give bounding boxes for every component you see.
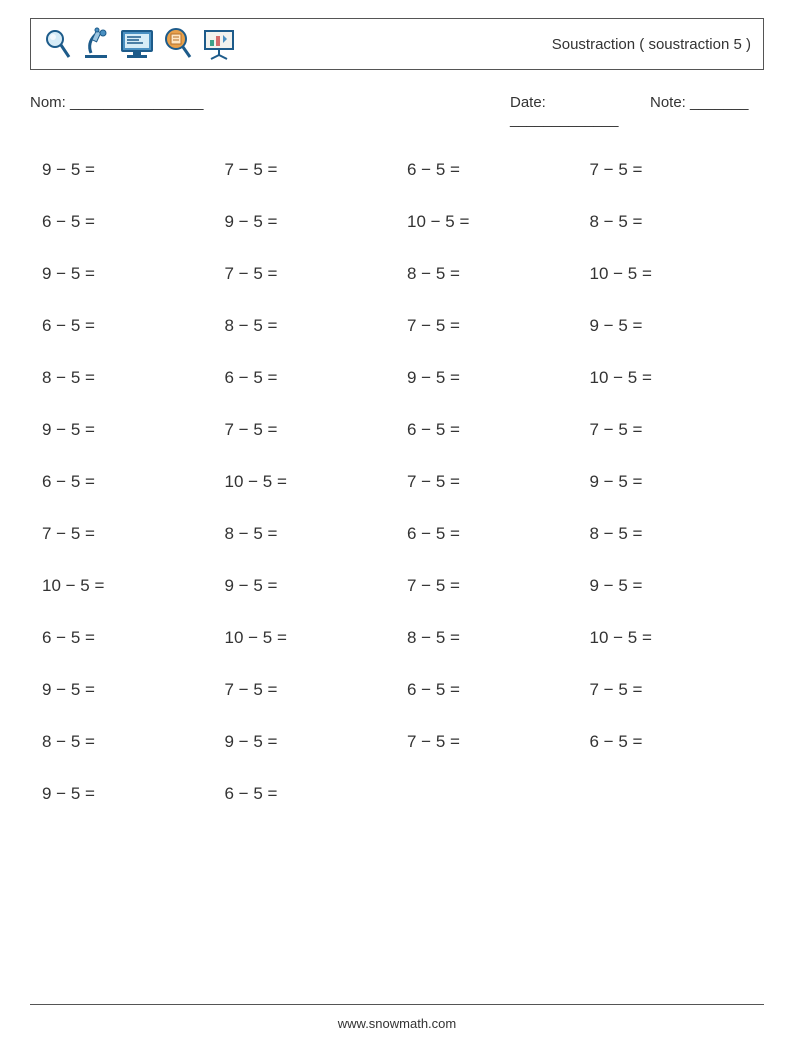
info-row: Nom: ________________ Date: ____________…	[30, 94, 764, 128]
date-field-label: Date: _____________	[510, 94, 650, 128]
problem-cell: 6 − 5 =	[590, 732, 765, 752]
problem-cell: 8 − 5 =	[407, 628, 582, 648]
worksheet-page: Soustraction ( soustraction 5 ) Nom: ___…	[0, 0, 794, 1053]
note-field-label: Note: _______	[650, 94, 764, 128]
problem-cell: 9 − 5 =	[42, 680, 217, 700]
problem-cell: 10 − 5 =	[590, 368, 765, 388]
worksheet-title: Soustraction ( soustraction 5 )	[552, 36, 751, 53]
problem-cell: 9 − 5 =	[590, 316, 765, 336]
problems-grid: 9 − 5 = 7 − 5 = 6 − 5 = 7 − 5 = 6 − 5 = 9 − 5…	[30, 160, 764, 804]
problem-cell: 8 − 5 =	[225, 524, 400, 544]
problem-cell: 9 − 5 =	[42, 264, 217, 284]
icon-row	[43, 27, 237, 61]
problem-cell: 7 − 5 =	[225, 420, 400, 440]
problem-cell: 8 − 5 =	[225, 316, 400, 336]
problem-cell: 7 − 5 =	[225, 680, 400, 700]
problem-cell: 9 − 5 =	[407, 368, 582, 388]
problem-cell: 9 − 5 =	[590, 576, 765, 596]
search-document-icon	[163, 27, 193, 61]
problem-cell: 7 − 5 =	[407, 316, 582, 336]
problem-cell: 7 − 5 =	[590, 680, 765, 700]
problem-cell: 7 − 5 =	[407, 472, 582, 492]
problem-cell: 9 − 5 =	[590, 472, 765, 492]
problem-cell: 6 − 5 =	[225, 784, 400, 804]
problem-cell: 9 − 5 =	[42, 784, 217, 804]
problem-cell: 7 − 5 =	[42, 524, 217, 544]
problem-cell: 8 − 5 =	[407, 264, 582, 284]
footer-divider	[30, 1004, 764, 1005]
problem-cell: 6 − 5 =	[407, 680, 582, 700]
problem-cell: 8 − 5 =	[42, 732, 217, 752]
problem-cell: 10 − 5 =	[225, 628, 400, 648]
header-box: Soustraction ( soustraction 5 )	[30, 18, 764, 70]
problem-cell: 10 − 5 =	[590, 628, 765, 648]
problem-cell: 9 − 5 =	[225, 732, 400, 752]
problem-cell: 10 − 5 =	[42, 576, 217, 596]
problem-cell: 6 − 5 =	[225, 368, 400, 388]
name-field-label: Nom: ________________	[30, 94, 510, 128]
problem-cell: 10 − 5 =	[407, 212, 582, 232]
microscope-icon	[81, 27, 111, 61]
problem-cell: 8 − 5 =	[590, 524, 765, 544]
problem-cell: 9 − 5 =	[225, 576, 400, 596]
problem-cell: 6 − 5 =	[42, 472, 217, 492]
problem-cell: 9 − 5 =	[42, 420, 217, 440]
magnifier-icon	[43, 27, 73, 61]
presentation-icon	[201, 27, 237, 61]
problem-cell: 7 − 5 =	[407, 732, 582, 752]
problem-cell: 10 − 5 =	[225, 472, 400, 492]
problem-cell: 6 − 5 =	[42, 212, 217, 232]
problem-cell: 6 − 5 =	[407, 524, 582, 544]
problem-cell: 7 − 5 =	[407, 576, 582, 596]
problem-cell: 9 − 5 =	[225, 212, 400, 232]
computer-icon	[119, 27, 155, 61]
problem-cell: 8 − 5 =	[42, 368, 217, 388]
problem-cell: 6 − 5 =	[407, 160, 582, 180]
problem-cell: 7 − 5 =	[225, 264, 400, 284]
problem-cell: 8 − 5 =	[590, 212, 765, 232]
problem-cell: 9 − 5 =	[42, 160, 217, 180]
problem-cell: 6 − 5 =	[42, 316, 217, 336]
problem-cell: 7 − 5 =	[225, 160, 400, 180]
footer-url: www.snowmath.com	[0, 1016, 794, 1031]
problem-cell: 10 − 5 =	[590, 264, 765, 284]
problem-cell: 6 − 5 =	[407, 420, 582, 440]
problem-cell: 6 − 5 =	[42, 628, 217, 648]
problem-cell: 7 − 5 =	[590, 160, 765, 180]
problem-cell: 7 − 5 =	[590, 420, 765, 440]
